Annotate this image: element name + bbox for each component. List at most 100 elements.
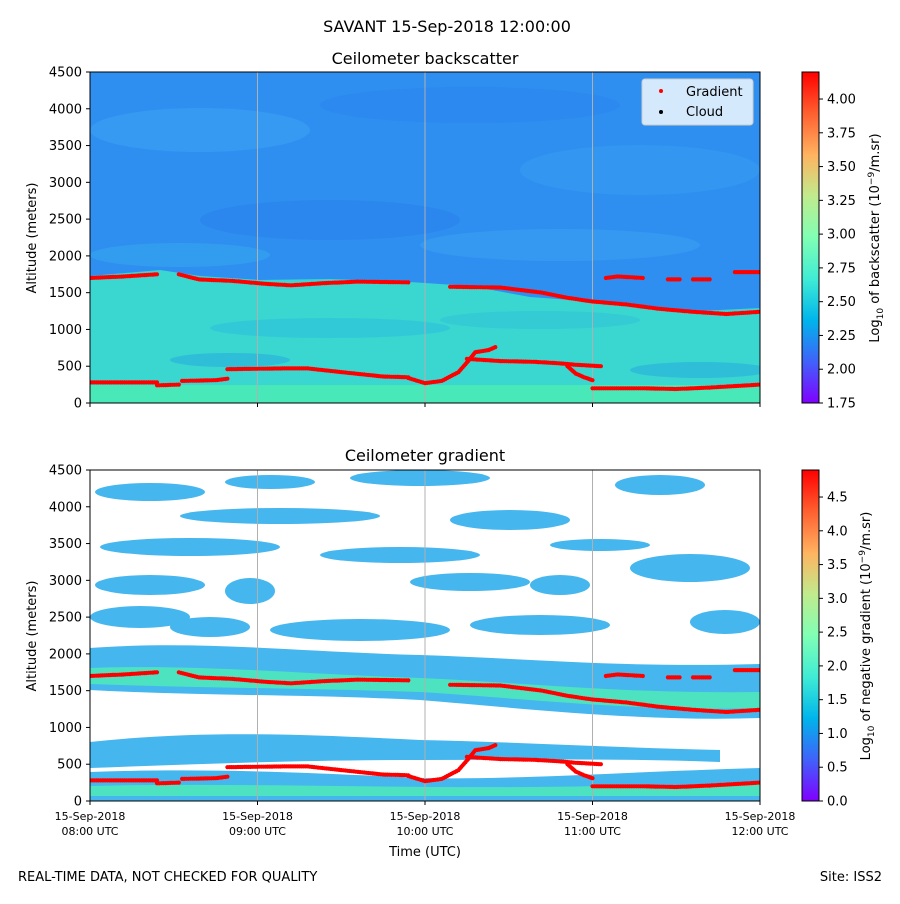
gradient-marker — [154, 380, 160, 385]
colorbar-tick-label: 1.0 — [827, 727, 848, 742]
gradient-patch — [100, 538, 280, 556]
x-tick-date-label: 15-Sep-2018 — [55, 810, 126, 823]
gradient-marker — [598, 364, 604, 369]
gradient-patch — [690, 610, 760, 634]
gradient-patch — [630, 554, 750, 582]
gradient-marker — [225, 774, 230, 779]
y-tick-label: 500 — [57, 758, 82, 773]
x-tick-time-label: 11:00 UTC — [564, 825, 621, 838]
gradient-marker — [677, 675, 682, 680]
gradient-patch — [350, 470, 490, 486]
backscatter-patch — [630, 362, 760, 378]
y-tick-label: 3000 — [49, 176, 82, 191]
y-tick-label: 4000 — [49, 102, 82, 117]
backscatter-patch — [90, 108, 310, 152]
gradient-marker — [590, 378, 595, 383]
gradient-marker — [640, 275, 645, 281]
gradient-patch — [225, 475, 315, 489]
gradient-patch — [550, 539, 650, 551]
colorbar-tick-label: 2.0 — [827, 659, 848, 674]
backscatter-colorbar — [801, 71, 820, 404]
colorbar-tick-label: 2.00 — [827, 363, 856, 378]
colorbar-tick-label: 1.75 — [827, 397, 856, 412]
colorbar-tick-label: 4.5 — [827, 491, 848, 506]
gradient-marker — [677, 277, 682, 282]
colorbar-tick-label: 3.0 — [827, 592, 848, 607]
gradient-patch — [530, 575, 590, 595]
y-tick-label: 2000 — [49, 249, 82, 264]
gradient-patch — [270, 619, 450, 641]
colorbar-tick-label: 2.50 — [827, 295, 856, 310]
x-tick-date-label: 15-Sep-2018 — [725, 810, 796, 823]
gradient-patch — [95, 483, 205, 501]
gradient-marker — [757, 382, 760, 387]
gradient-marker — [225, 376, 230, 381]
backscatter-colorbar-ticks: 1.75 2.00 2.25 2.50 2.75 3.00 3.25 3.50 3.75 4.00 — [819, 93, 856, 412]
colorbar-tick-label: 4.00 — [827, 93, 856, 108]
colorbar-tick-label: 3.25 — [827, 194, 856, 209]
y-tick-label: 2000 — [49, 647, 82, 662]
colorbar-tick-label: 2.75 — [827, 261, 856, 276]
gradient-title: Ceilometer gradient — [345, 446, 505, 465]
gradient-marker — [598, 762, 604, 767]
gradient-marker — [757, 668, 760, 673]
backscatter-patch — [200, 200, 460, 240]
gradient-marker — [640, 673, 645, 679]
legend: Gradient Cloud — [641, 78, 754, 126]
backscatter-patch — [210, 318, 450, 338]
backscatter-title: Ceilometer backscatter — [332, 49, 519, 68]
y-tick-label: 1000 — [49, 721, 82, 736]
gradient-marker — [707, 277, 712, 282]
y-tick-label: 0 — [74, 795, 82, 810]
colorbar-tick-label: 2.5 — [827, 626, 848, 641]
y-tick-label: 1000 — [49, 323, 82, 338]
x-tick-date-label: 15-Sep-2018 — [222, 810, 293, 823]
gradient-time-gridlines — [257, 470, 593, 801]
x-tick-time-label: 09:00 UTC — [229, 825, 286, 838]
legend-box — [641, 78, 754, 126]
y-tick-label: 0 — [74, 397, 82, 412]
gradient-marker — [154, 272, 160, 277]
gradient-marker — [493, 743, 498, 748]
y-tick-label: 3000 — [49, 574, 82, 589]
backscatter-x-axis — [89, 403, 761, 407]
gradient-colorbar — [801, 469, 820, 802]
gradient-patch — [170, 617, 250, 637]
gradient-marker — [154, 778, 160, 783]
colorbar-tick-label: 3.00 — [827, 228, 856, 243]
gradient-marker — [176, 780, 181, 785]
legend-cloud-label: Cloud — [686, 105, 723, 120]
gradient-marker — [757, 707, 760, 712]
quality-disclaimer: REAL-TIME DATA, NOT CHECKED FOR QUALITY — [18, 870, 318, 885]
gradient-marker — [707, 675, 712, 680]
x-tick-time-label: 10:00 UTC — [396, 825, 453, 838]
legend-cloud-marker — [659, 110, 663, 114]
gradient-marker — [590, 776, 595, 781]
colorbar-tick-label: 0.0 — [827, 795, 848, 810]
x-tick-time-label: 12:00 UTC — [731, 825, 788, 838]
y-tick-label: 4000 — [49, 500, 82, 515]
gradient-patch — [90, 606, 190, 628]
backscatter-patch — [420, 229, 700, 261]
gradient-marker — [176, 382, 181, 387]
y-tick-label: 2500 — [49, 611, 82, 626]
figure-title: SAVANT 15-Sep-2018 12:00:00 — [323, 17, 571, 36]
gradient-patch — [180, 508, 380, 524]
backscatter-patch — [440, 311, 640, 329]
y-tick-label: 3500 — [49, 537, 82, 552]
backscatter-patch — [90, 243, 270, 267]
y-tick-label: 500 — [57, 360, 82, 375]
colorbar-tick-label: 4.0 — [827, 524, 848, 539]
gradient-lower-band — [90, 734, 720, 768]
gradient-marker — [406, 280, 411, 285]
gradient-marker — [757, 780, 760, 785]
gradient-patch — [320, 547, 480, 563]
x-tick-date-label: 15-Sep-2018 — [557, 810, 628, 823]
y-tick-label: 1500 — [49, 684, 82, 699]
backscatter-time-gridlines — [257, 72, 593, 403]
legend-gradient-label: Gradient — [686, 85, 743, 100]
gradient-colorbar-ticks: 0.0 0.5 1.0 1.5 2.0 2.5 3.0 3.5 4.0 4.5 — [819, 491, 848, 810]
backscatter-gradient-markers — [90, 270, 760, 392]
x-tick-time-label: 08:00 UTC — [61, 825, 118, 838]
